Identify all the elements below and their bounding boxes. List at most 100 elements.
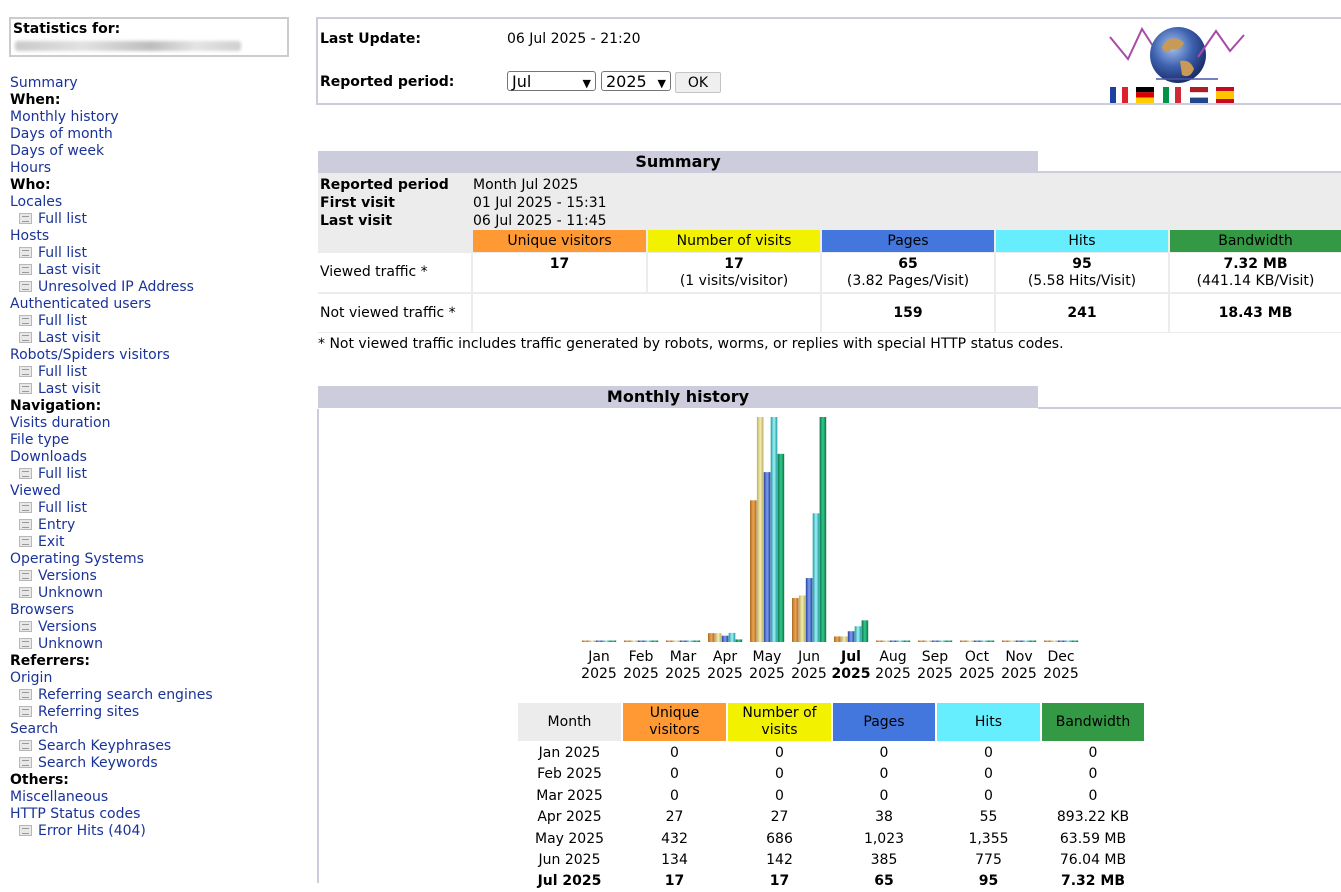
table-cell: 55: [979, 809, 998, 826]
table-cell: 1,023: [863, 830, 905, 847]
bar-apr-bandwidth: [735, 639, 743, 642]
bar-apr-pages: [721, 635, 729, 642]
viewed-visits-value: 17: [724, 256, 744, 272]
menu-operating-systems[interactable]: Operating Systems: [10, 551, 213, 568]
menu-viewed[interactable]: Viewed: [10, 483, 213, 500]
subitem-icon: [19, 535, 32, 547]
menu-os-unknown[interactable]: Unknown: [10, 585, 213, 602]
col-unique-visitors: Unique visitors: [473, 230, 646, 252]
chart-month-label[interactable]: Aug 2025: [872, 649, 914, 683]
chart-month-label[interactable]: Feb 2025: [620, 649, 662, 683]
table-cell: 0: [984, 766, 993, 783]
menu-viewed-exit[interactable]: Exit: [10, 534, 213, 551]
menu-authenticated-users[interactable]: Authenticated users: [10, 296, 213, 313]
menu-item-label: Unresolved IP Address: [38, 279, 194, 295]
year-label-text: 2025: [707, 666, 743, 682]
year-select[interactable]: 2025 ▼: [601, 71, 671, 91]
menu-search-keywords[interactable]: Search Keywords: [10, 755, 213, 772]
menu-days-of-month[interactable]: Days of month: [10, 126, 213, 143]
bar-jun-unique-visitors: [792, 598, 799, 642]
menu-browsers[interactable]: Browsers: [10, 602, 213, 619]
menu-viewed-full-list[interactable]: Full list: [10, 500, 213, 517]
subitem-icon: [19, 314, 32, 326]
menu-hosts[interactable]: Hosts: [10, 228, 213, 245]
menu-browsers-versions[interactable]: Versions: [10, 619, 213, 636]
menu-search-keyphrases[interactable]: Search Keyphrases: [10, 738, 213, 755]
bar-aug-hits: [896, 640, 904, 642]
table-cell: 0: [775, 766, 784, 783]
bar-aug-number-of-visits: [882, 640, 890, 642]
chart-month-label[interactable]: Jun 2025: [788, 649, 830, 683]
table-cell: 27: [770, 809, 789, 826]
flag-it-icon[interactable]: [1163, 87, 1181, 103]
table-cell: 385: [870, 852, 898, 868]
month-select[interactable]: Jul ▼: [507, 71, 596, 91]
menu-http-status-codes[interactable]: HTTP Status codes: [10, 806, 213, 823]
menu-file-type[interactable]: File type: [10, 432, 213, 449]
bar-nov-unique-visitors: [1002, 640, 1009, 642]
menu-item-label: Downloads: [10, 449, 87, 465]
menu-robots-last-visit[interactable]: Last visit: [10, 381, 213, 398]
table-row: Mar 2025 0 0 0 0 0: [518, 786, 1144, 807]
chart-month-label[interactable]: May 2025: [746, 649, 788, 683]
menu-robots-full-list[interactable]: Full list: [10, 364, 213, 381]
subitem-icon: [19, 739, 32, 751]
section-divider: [1038, 171, 1341, 173]
menu-referring-sites[interactable]: Referring sites: [10, 704, 213, 721]
subitem-icon: [19, 365, 32, 377]
subitem-icon: [19, 756, 32, 768]
menu-hosts-full-list[interactable]: Full list: [10, 245, 213, 262]
table-cell: 0: [879, 745, 889, 761]
menu-summary[interactable]: Summary: [10, 75, 213, 92]
menu-locales[interactable]: Locales: [10, 194, 213, 211]
menu-os-versions[interactable]: Versions: [10, 568, 213, 585]
menu-robots[interactable]: Robots/Spiders visitors: [10, 347, 213, 364]
menu-auth-full-list[interactable]: Full list: [10, 313, 213, 330]
menu-miscellaneous[interactable]: Miscellaneous: [10, 789, 213, 806]
menu-locales-full-list[interactable]: Full list: [10, 211, 213, 228]
chart-month-label[interactable]: Oct 2025: [956, 649, 998, 683]
menu-viewed-entry[interactable]: Entry: [10, 517, 213, 534]
menu-downloads[interactable]: Downloads: [10, 449, 213, 466]
subitem-icon: [19, 688, 32, 700]
flag-de-icon[interactable]: [1136, 87, 1154, 103]
menu-origin[interactable]: Origin: [10, 670, 213, 687]
menu-hosts-unresolved-ip[interactable]: Unresolved IP Address: [10, 279, 213, 296]
chart-month-label[interactable]: Apr 2025: [704, 649, 746, 683]
menu-item-label: Who:: [10, 177, 51, 193]
menu-item-label: Referring search engines: [38, 687, 213, 703]
flag-es-icon[interactable]: [1216, 87, 1234, 103]
menu-auth-last-visit[interactable]: Last visit: [10, 330, 213, 347]
year-label-text: 2025: [665, 666, 701, 682]
th-month: Month: [518, 703, 621, 741]
menu-item-label: Navigation:: [10, 398, 102, 414]
bar-oct-pages: [973, 640, 981, 642]
menu-downloads-full-list[interactable]: Full list: [10, 466, 213, 483]
awstats-logo: [1109, 26, 1245, 103]
chart-month-label[interactable]: Sep 2025: [914, 649, 956, 683]
menu-item-label: Visits duration: [10, 415, 111, 431]
menu-item-label: Full list: [38, 466, 87, 482]
chart-month-label[interactable]: Jan 2025: [578, 649, 620, 683]
menu-item-label: Locales: [10, 194, 63, 210]
chart-month-label[interactable]: Mar 2025: [662, 649, 704, 683]
menu-monthly-history[interactable]: Monthly history: [10, 109, 213, 126]
table-cell: 0: [670, 766, 679, 783]
chart-month-label[interactable]: Jul 2025: [830, 649, 872, 683]
table-cell: 63.59 MB: [1059, 830, 1127, 847]
flag-fr-icon[interactable]: [1110, 87, 1128, 103]
menu-visits-duration[interactable]: Visits duration: [10, 415, 213, 432]
menu-hours[interactable]: Hours: [10, 160, 213, 177]
ok-button[interactable]: OK: [675, 72, 721, 93]
menu-hosts-last-visit[interactable]: Last visit: [10, 262, 213, 279]
flag-nl-icon[interactable]: [1190, 87, 1208, 103]
menu-browsers-unknown[interactable]: Unknown: [10, 636, 213, 653]
menu-days-of-week[interactable]: Days of week: [10, 143, 213, 160]
last-update-value: 06 Jul 2025 - 21:20: [507, 31, 641, 47]
bar-mar-bandwidth: [693, 640, 701, 642]
chart-month-label[interactable]: Dec 2025: [1040, 649, 1082, 683]
menu-referring-search-engines[interactable]: Referring search engines: [10, 687, 213, 704]
menu-error-hits-404[interactable]: Error Hits (404): [10, 823, 213, 840]
menu-search[interactable]: Search: [10, 721, 213, 738]
chart-month-label[interactable]: Nov 2025: [998, 649, 1040, 683]
